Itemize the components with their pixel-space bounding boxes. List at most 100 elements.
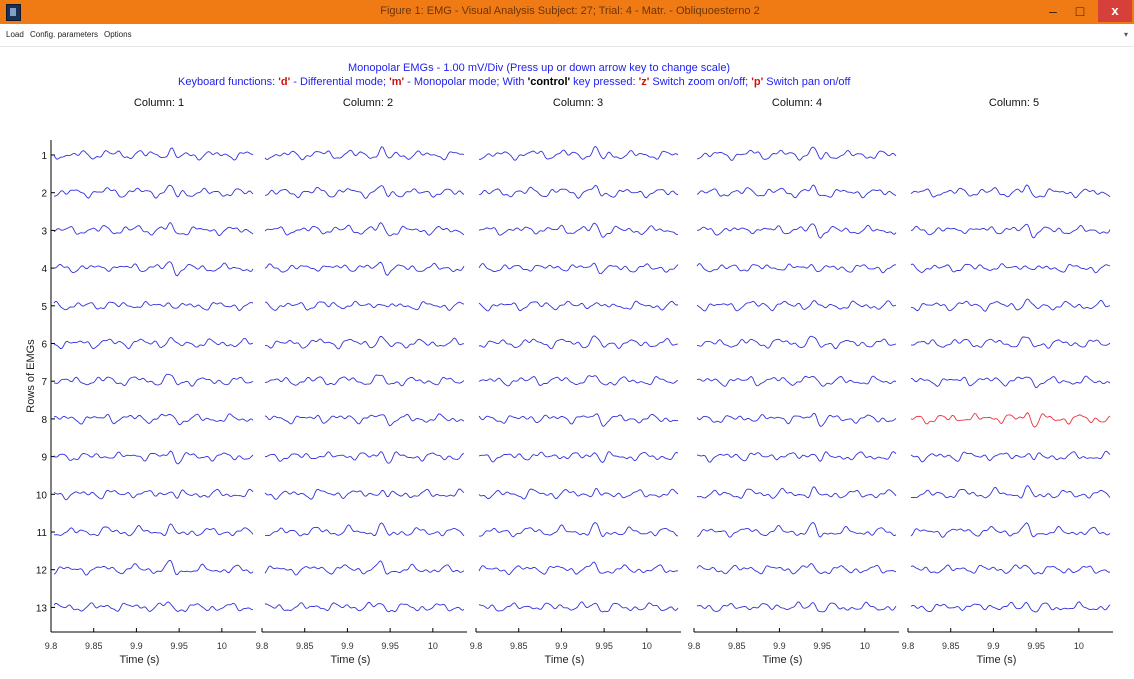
- x-tick-label: 10: [428, 641, 438, 651]
- emg-trace: [910, 223, 1111, 239]
- row-label: 12: [36, 566, 48, 577]
- x-tick-label: 9.9: [555, 641, 568, 651]
- emg-trace: [696, 522, 897, 538]
- x-axis-label: Time (s): [763, 654, 803, 666]
- keyboard-info-part: - Monopolar mode; With: [404, 76, 528, 88]
- emg-trace: [910, 601, 1111, 613]
- title-bar: Figure 1: EMG - Visual Analysis Subject:…: [0, 0, 1134, 24]
- emg-trace: [697, 601, 897, 613]
- emg-trace: [53, 450, 254, 465]
- x-tick-label: 9.85: [942, 641, 960, 651]
- emg-trace: [53, 261, 254, 277]
- emg-trace: [478, 522, 679, 538]
- emg-trace: [478, 300, 679, 312]
- menu-config-parameters[interactable]: Config. parameters: [30, 30, 99, 39]
- x-axis-label: Time (s): [545, 654, 585, 666]
- x-tick-label: 9.8: [256, 641, 269, 651]
- menu-chevron-icon[interactable]: ▾: [1123, 30, 1128, 39]
- emg-trace: [53, 184, 254, 199]
- emg-trace: [53, 488, 254, 501]
- emg-trace: [478, 450, 679, 464]
- x-tick-label: 9.85: [296, 641, 314, 651]
- x-tick-label: 10: [860, 641, 870, 651]
- emg-trace: [696, 451, 897, 463]
- menu-options[interactable]: Options: [104, 30, 132, 39]
- emg-trace: [53, 222, 254, 236]
- emg-trace: [696, 184, 897, 199]
- keyboard-info-part: key pressed:: [570, 76, 639, 88]
- x-tick-label: 10: [1074, 641, 1084, 651]
- emg-trace: [697, 335, 897, 349]
- row-label: 2: [41, 189, 47, 200]
- row-label: 8: [41, 415, 47, 426]
- close-button[interactable]: x: [1098, 0, 1132, 22]
- emg-trace: [264, 185, 465, 200]
- column-title-1: Column: 1: [133, 97, 185, 109]
- x-axis-label: Time (s): [331, 654, 371, 666]
- emg-trace: [265, 335, 465, 350]
- emg-trace: [910, 564, 1111, 575]
- scale-info: Monopolar EMGs - 1.00 mV/Div (Press up o…: [348, 62, 731, 74]
- x-tick-label: 9.95: [813, 641, 831, 651]
- x-tick-label: 9.85: [85, 641, 103, 651]
- x-tick-label: 9.85: [728, 641, 746, 651]
- x-tick-label: 9.9: [341, 641, 354, 651]
- row-label: 5: [41, 302, 47, 313]
- emg-trace: [53, 413, 254, 426]
- row-label: 3: [41, 226, 47, 237]
- emg-trace: [696, 562, 897, 575]
- emg-trace: [264, 146, 465, 161]
- keyboard-info-part: - Differential mode;: [290, 76, 390, 88]
- emg-trace: [696, 486, 897, 499]
- emg-trace: [53, 559, 254, 576]
- emg-trace: [910, 184, 1111, 199]
- x-tick-label: 9.8: [470, 641, 483, 651]
- emg-trace: [696, 262, 896, 274]
- x-tick-label: 9.95: [381, 641, 399, 651]
- minimize-button[interactable]: –: [1049, 3, 1057, 19]
- emg-trace: [696, 412, 897, 427]
- row-label: 4: [41, 264, 47, 275]
- x-tick-label: 10: [642, 641, 652, 651]
- column-title-2: Column: 2: [342, 97, 394, 109]
- emg-trace: [478, 335, 679, 350]
- emg-trace: [696, 300, 897, 312]
- emg-trace: [910, 263, 1111, 274]
- menu-load[interactable]: Load: [6, 30, 24, 39]
- emg-trace: [911, 336, 1111, 349]
- keyboard-info-part: Switch zoom on/off;: [649, 76, 752, 88]
- maximize-button[interactable]: □: [1075, 3, 1085, 19]
- emg-trace: [264, 374, 465, 387]
- keyboard-info-part: Switch pan on/off: [763, 76, 851, 88]
- keyboard-info-part: Keyboard functions:: [178, 76, 279, 88]
- x-axis-label: Time (s): [977, 654, 1017, 666]
- column-title-4: Column: 4: [771, 97, 823, 109]
- emg-trace: [53, 300, 254, 312]
- x-tick-label: 9.9: [773, 641, 786, 651]
- emg-trace: [478, 145, 679, 161]
- matlab-figure-icon: [6, 4, 21, 21]
- emg-trace: [478, 262, 679, 275]
- row-label: 7: [41, 377, 47, 388]
- emg-trace: [264, 560, 465, 576]
- emg-trace: [478, 561, 679, 575]
- emg-trace: [53, 336, 254, 350]
- x-tick-label: 9.95: [595, 641, 613, 651]
- keyboard-functions-info: Keyboard functions: 'd' - Differential m…: [178, 76, 850, 88]
- emg-trace: [53, 147, 254, 161]
- x-tick-label: 10: [217, 641, 227, 651]
- menu-bar: Load Config. parameters Options ▾: [0, 24, 1134, 47]
- row-label: 13: [36, 603, 48, 614]
- keyboard-info-part: 'd': [278, 76, 291, 88]
- emg-trace: [264, 413, 465, 427]
- emg-trace: [54, 373, 254, 387]
- emg-trace: [910, 485, 1111, 499]
- emg-trace-highlighted: [910, 412, 1111, 428]
- emg-trace: [264, 451, 465, 464]
- row-label: 10: [36, 490, 48, 501]
- keyboard-info-part: 'control': [527, 76, 571, 88]
- keyboard-info-part: 'm': [389, 76, 405, 88]
- x-tick-label: 9.9: [987, 641, 1000, 651]
- emg-trace: [910, 375, 1111, 388]
